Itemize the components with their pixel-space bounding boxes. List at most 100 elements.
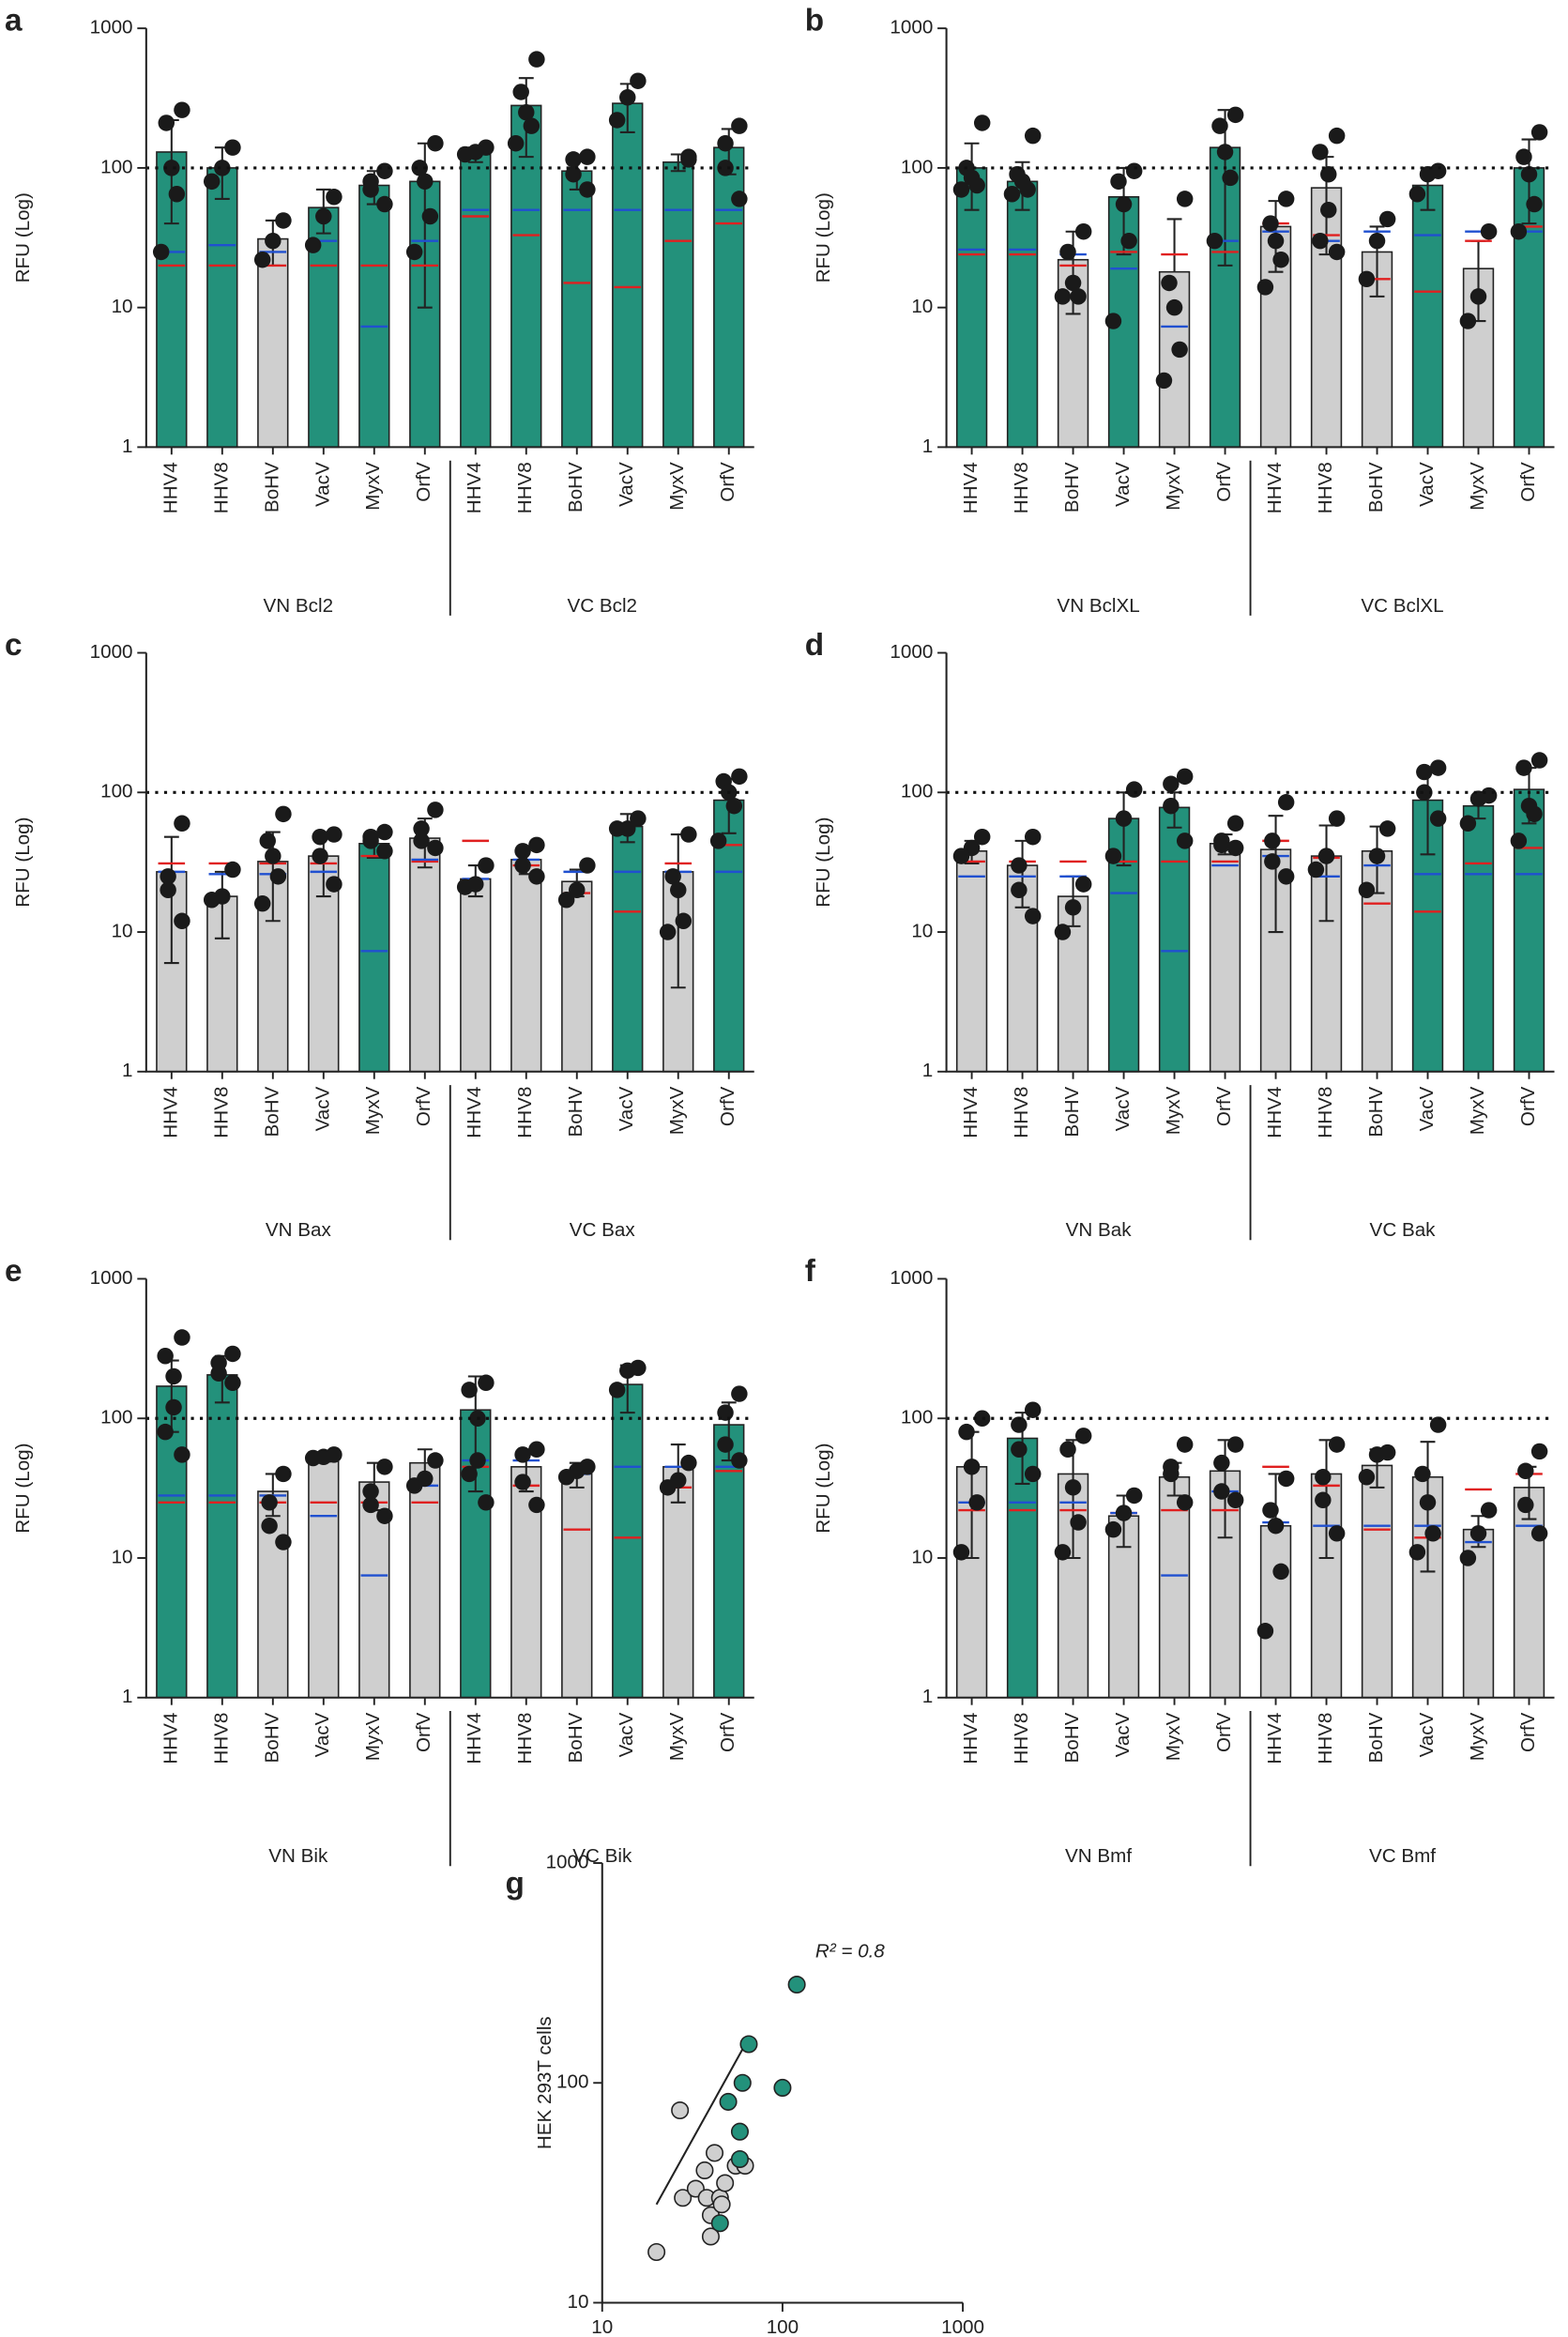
scatter-point bbox=[695, 2161, 714, 2179]
bar bbox=[561, 170, 593, 449]
x-tick-label: VacV bbox=[1112, 1712, 1134, 1757]
x-tick-label: OrfV bbox=[1213, 1086, 1235, 1126]
data-point bbox=[1416, 763, 1433, 781]
y-tick-label: 1000 bbox=[890, 17, 933, 38]
data-point bbox=[427, 802, 444, 818]
x-tick-label: MyxV bbox=[1163, 1712, 1184, 1761]
data-point bbox=[1368, 232, 1386, 250]
group-label: VC Bcl2 bbox=[568, 595, 638, 617]
data-point bbox=[203, 173, 221, 191]
x-tick-label: HHV4 bbox=[960, 462, 982, 513]
x-tick-label: MyxV bbox=[362, 1712, 384, 1761]
x-tick-label: BoHV bbox=[261, 1086, 282, 1137]
x-tick-label: HHV4 bbox=[464, 1087, 485, 1138]
y-axis-label: RFU (Log) bbox=[12, 192, 34, 283]
bar bbox=[510, 104, 542, 449]
x-tick-label: OrfV bbox=[1213, 462, 1235, 502]
data-point bbox=[664, 868, 681, 885]
data-point bbox=[1419, 165, 1437, 183]
data-point bbox=[1264, 853, 1281, 870]
data-point bbox=[1024, 127, 1042, 145]
data-point bbox=[1267, 232, 1285, 250]
data-point bbox=[1226, 839, 1244, 857]
group-label: VC Bik bbox=[572, 1845, 632, 1867]
y-tick-label: 1000 bbox=[90, 1267, 133, 1289]
y-tick-label: 100 bbox=[100, 1407, 132, 1428]
x-tick-label: VacV bbox=[1416, 1086, 1438, 1131]
data-point bbox=[405, 243, 423, 261]
data-point bbox=[1277, 868, 1295, 885]
x-tick-label: VacV bbox=[616, 1712, 637, 1757]
data-point bbox=[421, 207, 439, 225]
data-point bbox=[214, 160, 231, 176]
data-point bbox=[1429, 1416, 1447, 1433]
scatter-point bbox=[730, 2122, 749, 2141]
data-point bbox=[1024, 1401, 1042, 1418]
scatter-point bbox=[787, 1975, 806, 1994]
data-point bbox=[1515, 148, 1532, 165]
bar bbox=[955, 850, 988, 1073]
data-point bbox=[1312, 232, 1329, 250]
y-tick-label: 1000 bbox=[890, 641, 933, 663]
data-point bbox=[376, 1459, 393, 1475]
data-point bbox=[630, 810, 647, 827]
x-tick-label: HHV8 bbox=[1011, 462, 1032, 513]
data-point bbox=[1074, 1428, 1092, 1444]
data-point bbox=[1515, 759, 1532, 776]
x-tick-label: BoHV bbox=[261, 1712, 282, 1763]
data-point bbox=[160, 868, 176, 885]
bar bbox=[1209, 843, 1241, 1073]
data-point bbox=[312, 828, 328, 846]
data-point bbox=[427, 1452, 444, 1469]
data-point bbox=[362, 1483, 379, 1500]
data-point bbox=[1414, 1465, 1431, 1483]
x-tick-label: 1000 bbox=[941, 2316, 984, 2337]
data-point bbox=[1429, 810, 1447, 827]
data-point bbox=[1070, 288, 1087, 305]
data-point bbox=[224, 1374, 241, 1392]
x-tick-label: HHV8 bbox=[1011, 1087, 1032, 1138]
bar bbox=[561, 1473, 593, 1699]
fit-line bbox=[655, 2037, 750, 2206]
x-tick-label: BoHV bbox=[1365, 1086, 1387, 1137]
y-axis-label: RFU (Log) bbox=[813, 817, 834, 908]
bar bbox=[409, 837, 441, 1073]
data-point bbox=[1171, 341, 1188, 359]
x-tick-label: HHV4 bbox=[464, 462, 485, 513]
data-point bbox=[1520, 165, 1538, 183]
data-point bbox=[659, 1479, 677, 1496]
bar bbox=[612, 102, 644, 449]
data-point bbox=[326, 189, 343, 206]
data-point bbox=[1163, 775, 1180, 792]
data-point bbox=[1277, 1470, 1295, 1488]
data-point bbox=[376, 1507, 393, 1524]
y-tick-label: 10 bbox=[911, 296, 933, 317]
data-point bbox=[1226, 1491, 1244, 1509]
data-point bbox=[1459, 815, 1477, 832]
data-point bbox=[1011, 1441, 1028, 1458]
data-point bbox=[523, 117, 540, 134]
x-tick-label: VacV bbox=[1416, 1712, 1438, 1757]
x-tick-label: HHV8 bbox=[210, 1713, 232, 1764]
data-point bbox=[518, 103, 535, 121]
data-point bbox=[174, 101, 190, 118]
data-point bbox=[1264, 832, 1281, 849]
data-point bbox=[557, 892, 575, 909]
panel-letter: d bbox=[805, 628, 824, 663]
x-tick-label: VacV bbox=[312, 462, 333, 507]
axes bbox=[601, 1863, 964, 2304]
group-label: VN Bmf bbox=[1065, 1845, 1132, 1867]
bar bbox=[206, 167, 238, 449]
data-point bbox=[1064, 274, 1082, 292]
y-tick-label: 100 bbox=[901, 781, 933, 802]
x-tick-label: VacV bbox=[312, 1086, 333, 1131]
data-point bbox=[413, 832, 430, 849]
error-bar bbox=[163, 835, 179, 965]
data-point bbox=[1517, 1462, 1534, 1480]
data-point bbox=[1213, 1454, 1230, 1472]
error-bar bbox=[1166, 218, 1182, 272]
data-point bbox=[1459, 1550, 1477, 1566]
data-point bbox=[478, 1374, 495, 1392]
x-tick-label: BoHV bbox=[1061, 462, 1083, 512]
data-point bbox=[1317, 848, 1335, 864]
